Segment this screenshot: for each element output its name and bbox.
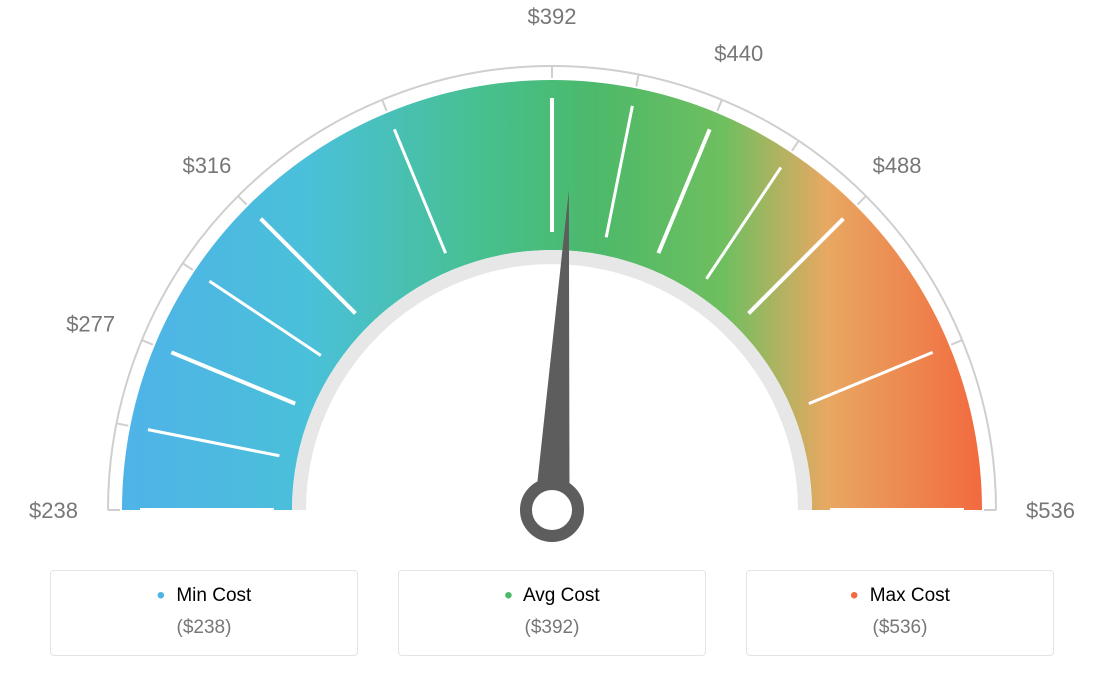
svg-text:$440: $440 (714, 41, 763, 66)
dot-icon: • (850, 582, 858, 609)
legend-avg-title: • Avg Cost (409, 585, 695, 607)
legend-min-label: Min Cost (176, 585, 251, 606)
legend-min-title: • Min Cost (61, 585, 347, 607)
svg-text:$536: $536 (1026, 498, 1075, 523)
gauge-svg: $238 $277 $316 $392 $440 $488 $536 (0, 0, 1104, 560)
legend-max-card: • Max Cost ($536) (746, 570, 1054, 656)
cost-gauge: $238 $277 $316 $392 $440 $488 $536 (0, 0, 1104, 560)
legend-max-label: Max Cost (870, 585, 950, 606)
svg-text:$277: $277 (66, 311, 115, 336)
legend-max-value: ($536) (757, 617, 1043, 639)
legend-avg-value: ($392) (409, 617, 695, 639)
dot-icon: • (504, 582, 512, 609)
legend-avg-label: Avg Cost (523, 585, 600, 606)
svg-text:$392: $392 (528, 4, 577, 29)
svg-text:$488: $488 (873, 153, 922, 178)
svg-text:$238: $238 (29, 498, 78, 523)
legend-min-card: • Min Cost ($238) (50, 570, 358, 656)
dot-icon: • (157, 582, 165, 609)
svg-text:$316: $316 (182, 153, 231, 178)
legend-row: • Min Cost ($238) • Avg Cost ($392) • Ma… (0, 570, 1104, 656)
legend-max-title: • Max Cost (757, 585, 1043, 607)
legend-avg-card: • Avg Cost ($392) (398, 570, 706, 656)
legend-min-value: ($238) (61, 617, 347, 639)
